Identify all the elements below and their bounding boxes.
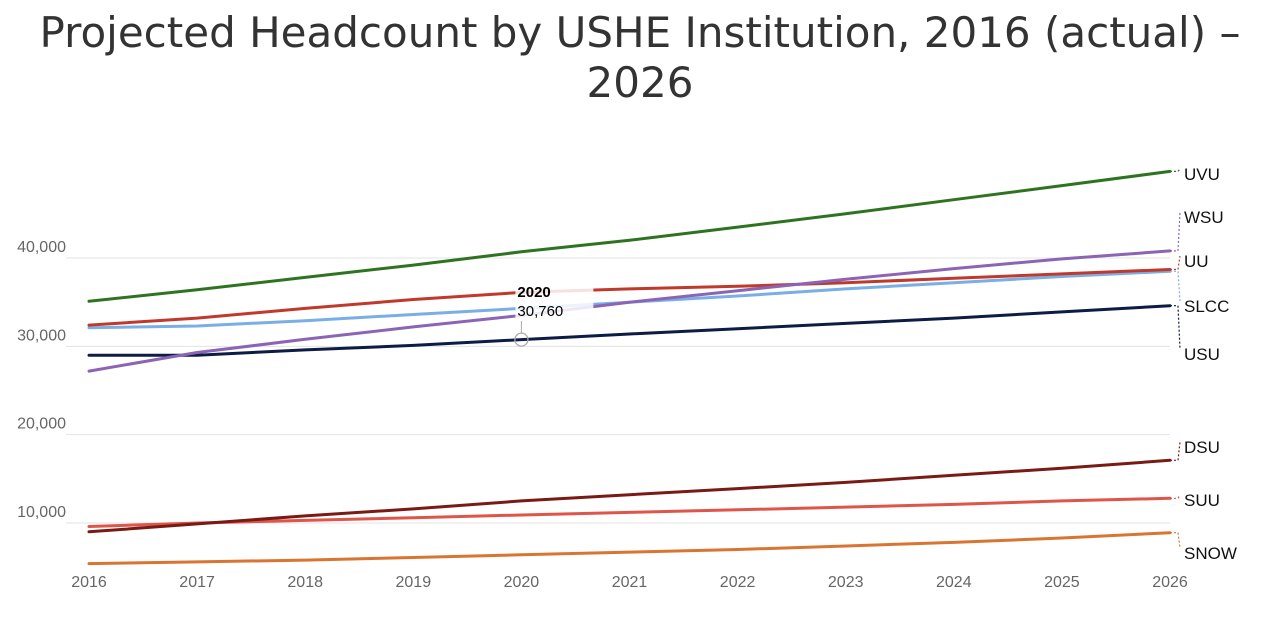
label-connector-slcc (1170, 270, 1181, 302)
label-connector-dsu (1170, 441, 1181, 461)
y-tick-label: 30,000 (17, 327, 66, 344)
x-tick-label: 2026 (1152, 574, 1188, 591)
x-tick-label: 2017 (179, 574, 215, 591)
y-tick-label: 40,000 (17, 239, 66, 256)
x-tick-label: 2021 (612, 574, 648, 591)
label-connector-suu (1170, 494, 1181, 499)
chart-title: Projected Headcount by USHE Institution,… (0, 8, 1280, 108)
y-tick-label: 20,000 (17, 416, 66, 433)
x-tick-label: 2019 (396, 574, 432, 591)
series-line-slcc[interactable] (87, 269, 1172, 330)
series-label-uu: UU (1184, 252, 1209, 271)
tooltip-year: 2020 (517, 284, 550, 301)
series-label-usu: USU (1184, 345, 1220, 364)
x-tick-label: 2023 (828, 574, 864, 591)
label-connectors (1170, 168, 1181, 549)
x-tick-label: 2016 (71, 574, 107, 591)
series-label-dsu: DSU (1184, 438, 1220, 457)
gridlines (66, 257, 1170, 524)
chart-title-line-2: 2026 (586, 58, 694, 107)
x-tick-label: 2022 (720, 574, 756, 591)
series-line-usu[interactable] (87, 304, 1172, 357)
x-axis-ticks: 2016 2017 2018 2019 2020 2021 2022 2023 2024 2025… (71, 574, 1188, 591)
label-connector-uu (1170, 255, 1181, 271)
tooltip-value: 30,760 (517, 303, 563, 320)
x-tick-label: 2018 (287, 574, 323, 591)
y-axis-ticks: 10,000 20,000 30,000 40,000 (17, 239, 66, 521)
label-connector-wsu (1170, 211, 1181, 252)
series-line-uvu[interactable] (87, 169, 1172, 303)
label-connector-snow (1170, 532, 1181, 549)
series-line-snow[interactable] (87, 531, 1172, 566)
series-label-suu: SUU (1184, 491, 1220, 510)
label-connector-uvu (1170, 168, 1181, 172)
series-end-labels: UVU WSU UU SLCC USU DSU SUU SNOW (1184, 165, 1237, 563)
x-tick-label: 2020 (504, 574, 540, 591)
series-line-suu[interactable] (87, 496, 1172, 528)
series-label-uvu: UVU (1184, 165, 1220, 184)
series-line-wsu[interactable] (87, 249, 1172, 373)
series-line-dsu[interactable] (87, 458, 1172, 534)
y-tick-label: 10,000 (17, 504, 66, 521)
chart-title-line-1: Projected Headcount by USHE Institution,… (39, 8, 1241, 57)
label-connector-usu (1170, 305, 1181, 350)
tooltip-point-marker (514, 332, 529, 347)
series-lines (87, 169, 1172, 566)
tooltip-background (515, 281, 594, 321)
series-label-slcc: SLCC (1184, 297, 1229, 316)
series-label-wsu: WSU (1184, 208, 1224, 227)
x-tick-label: 2024 (936, 574, 972, 591)
series-line-uu[interactable] (87, 268, 1172, 327)
series-label-snow: SNOW (1184, 544, 1237, 563)
x-tick-label: 2025 (1044, 574, 1080, 591)
tooltip: 2020 30,760 (514, 281, 594, 347)
